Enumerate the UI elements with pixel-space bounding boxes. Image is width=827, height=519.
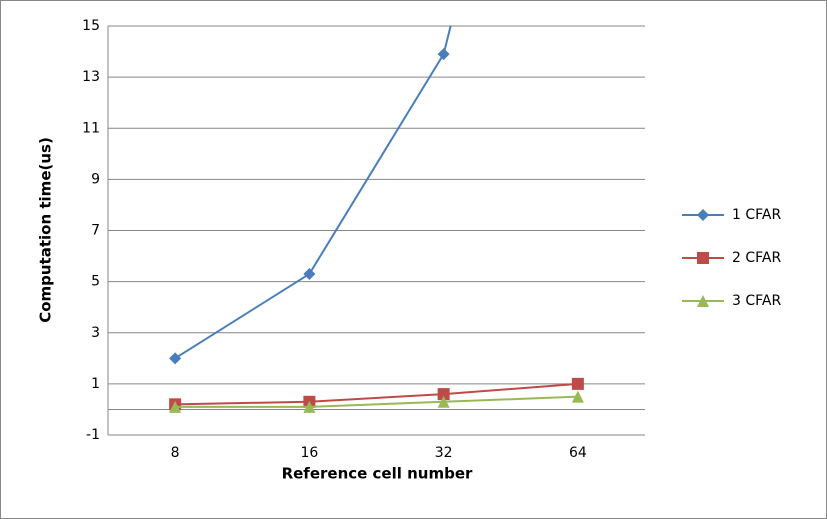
legend-label: 2 CFAR <box>732 250 781 266</box>
marker <box>571 390 584 403</box>
y-tick-label: 9 <box>91 171 100 187</box>
x-tick-label: 64 <box>569 445 587 461</box>
marker <box>571 377 584 390</box>
marker <box>437 395 450 408</box>
x-tick-label: 8 <box>171 445 180 461</box>
marker <box>437 48 450 61</box>
y-tick-label: 1 <box>91 376 100 392</box>
marker <box>303 400 316 413</box>
x-tick-label: 16 <box>300 445 318 461</box>
y-tick-label: -1 <box>86 427 100 443</box>
marker <box>303 267 316 280</box>
marker <box>169 400 182 413</box>
y-tick-label: 5 <box>91 274 100 290</box>
y-tick-label: 3 <box>91 325 100 341</box>
plot-area <box>169 26 584 413</box>
marker <box>437 388 450 401</box>
series-line <box>174 26 452 360</box>
marker <box>697 209 709 221</box>
series-line <box>175 382 578 406</box>
y-tick-label: 11 <box>82 120 100 136</box>
y-tick-label: 15 <box>82 18 100 34</box>
marker <box>697 295 709 307</box>
marker <box>697 252 709 264</box>
legend-label: 3 CFAR <box>732 293 781 309</box>
marker <box>169 352 182 365</box>
series-line <box>175 395 578 408</box>
legend-label: 1 CFAR <box>732 207 781 223</box>
y-tick-label: 7 <box>91 223 100 239</box>
y-axis-title: Computation time(us) <box>37 137 55 323</box>
x-tick-label: 32 <box>435 445 453 461</box>
x-axis-title: Reference cell number <box>282 465 473 483</box>
y-tick-label: 13 <box>82 69 100 85</box>
